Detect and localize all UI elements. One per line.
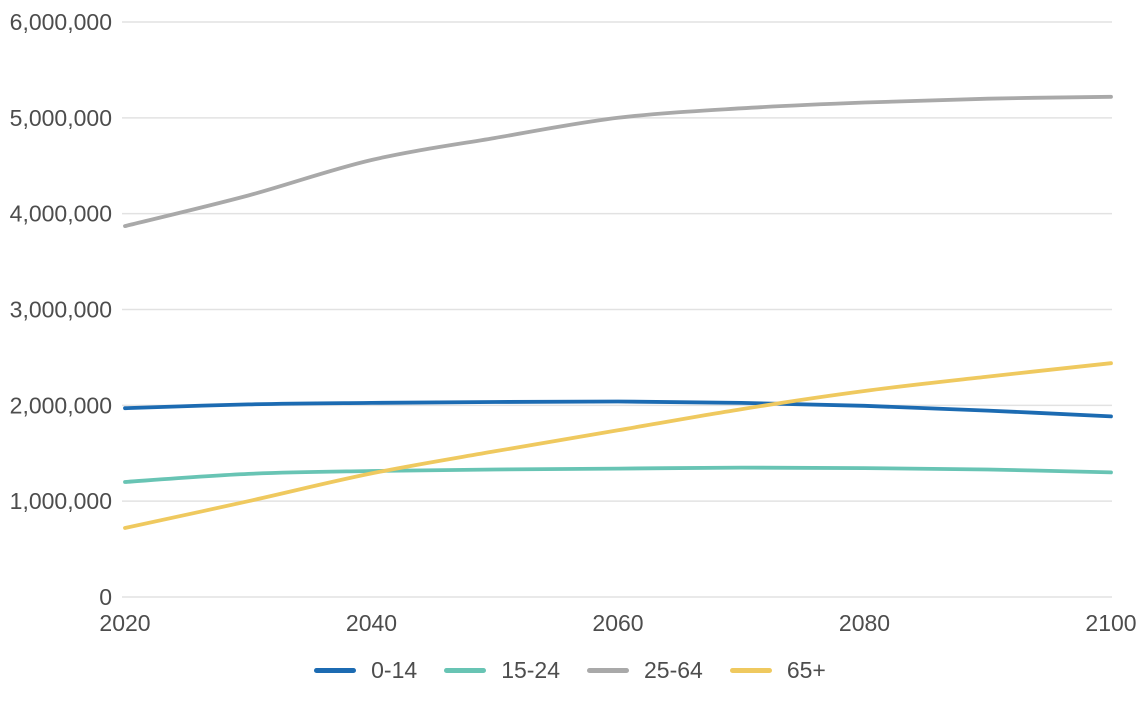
y-axis-tick-label: 6,000,000: [10, 9, 112, 35]
y-axis-tick-label: 3,000,000: [10, 297, 112, 323]
line-chart-canvas[interactable]: 0 1,000,000 2,000,000 3,000,000 4,000,000 5,0…: [0, 0, 1140, 648]
legend-item-15-24[interactable]: 15-24: [444, 656, 561, 683]
x-axis-tick-label: 2060: [592, 610, 643, 636]
x-axis-tick-label: 2020: [99, 610, 150, 636]
series-line-25-64[interactable]: [123, 94, 1113, 228]
y-axis-tick-label: 4,000,000: [10, 201, 112, 227]
legend-label: 15-24: [501, 656, 561, 683]
legend-item-25-64[interactable]: 25-64: [587, 656, 703, 683]
y-axis-tick-label: 1,000,000: [10, 488, 112, 514]
plot-area[interactable]: 0 1,000,000 2,000,000 3,000,000 4,000,000 5,0…: [0, 0, 1140, 648]
legend-swatch-15-24: [444, 667, 487, 673]
legend-item-0-14[interactable]: 0-14: [314, 656, 418, 683]
series-line-65+[interactable]: [123, 361, 1113, 530]
x-axis-tick-label: 2100: [1085, 610, 1136, 636]
legend-swatch-0-14: [314, 667, 357, 673]
y-axis-tick-label: 0: [99, 584, 112, 610]
y-axis-tick-label: 2,000,000: [10, 392, 112, 418]
legend-label: 0-14: [371, 656, 418, 683]
legend-swatch-25-64: [587, 667, 630, 673]
series-line-15-24[interactable]: [123, 465, 1113, 484]
chart-legend: 0-14 15-24 25-64 65+: [0, 650, 1140, 690]
legend-label: 25-64: [644, 656, 703, 683]
legend-item-65plus[interactable]: 65+: [729, 656, 826, 683]
series-line-0-14[interactable]: [123, 399, 1113, 419]
y-axis-tick-label: 5,000,000: [10, 105, 112, 131]
legend-label: 65+: [786, 656, 826, 683]
x-axis-tick-label: 2080: [839, 610, 890, 636]
x-axis-tick-label: 2040: [346, 610, 397, 636]
legend-swatch-65plus: [729, 667, 772, 673]
